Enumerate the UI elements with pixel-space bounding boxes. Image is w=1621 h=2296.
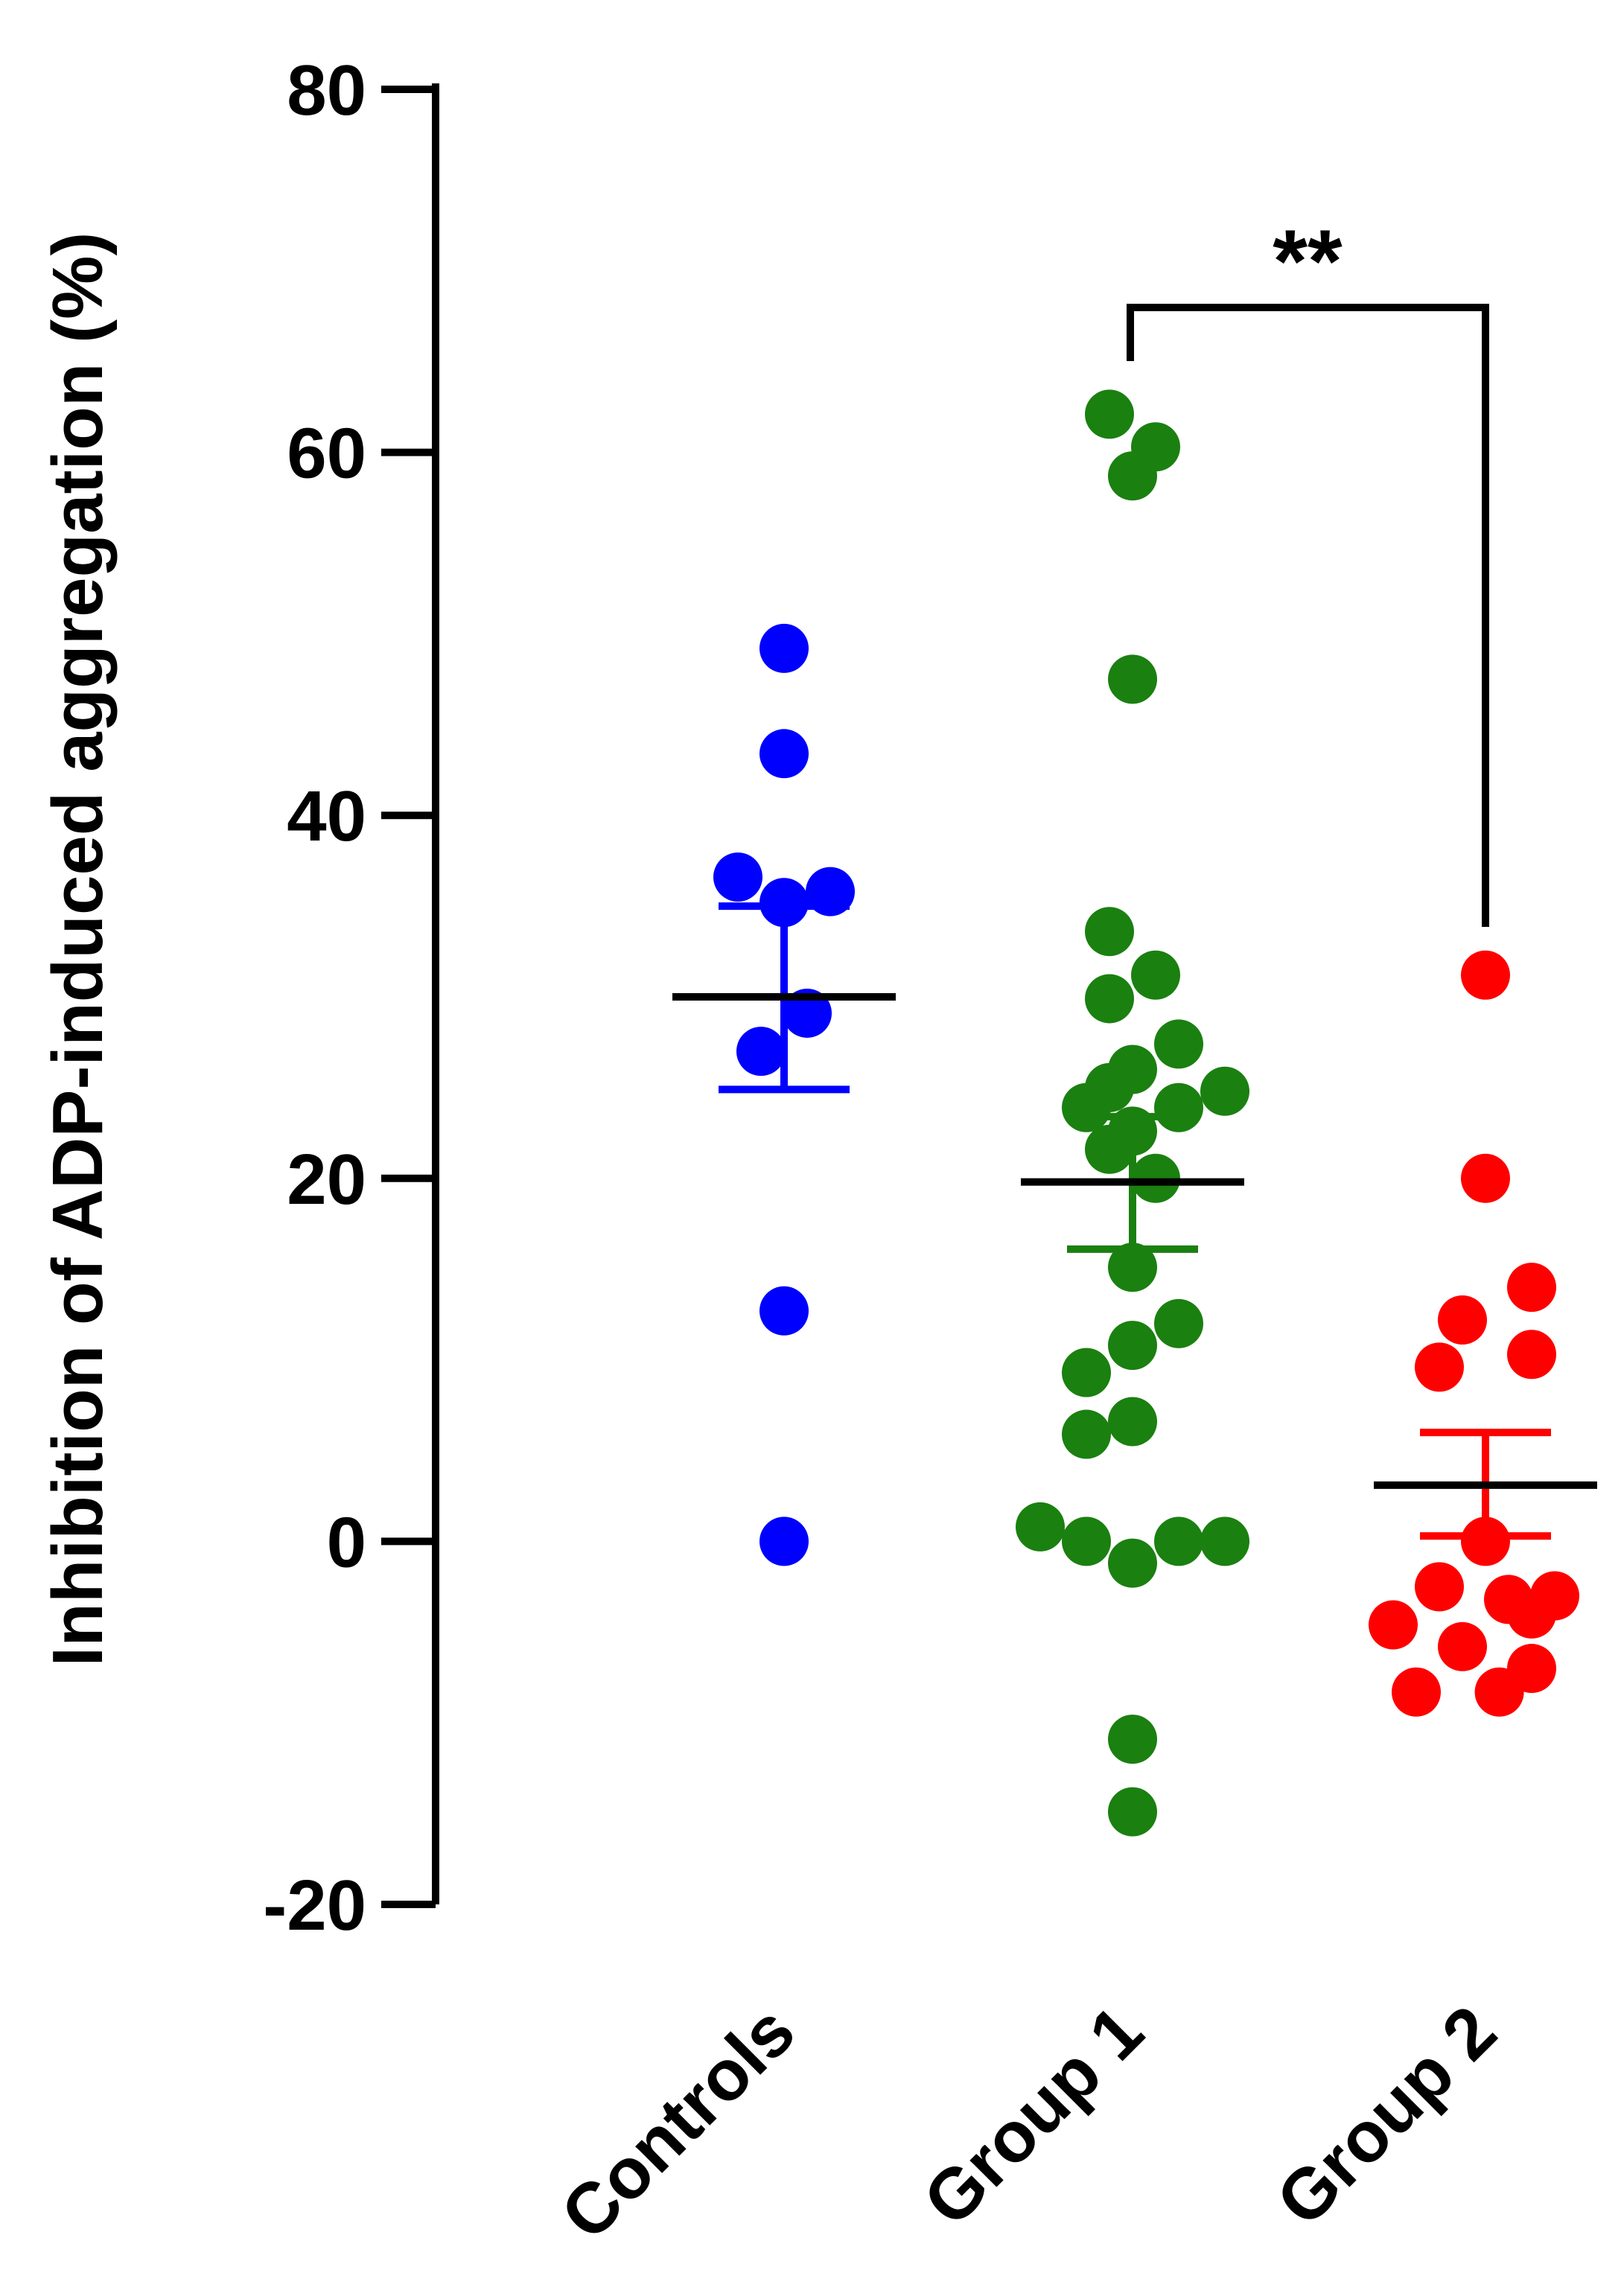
data-point (1200, 1517, 1249, 1566)
data-point (1108, 1397, 1157, 1447)
data-point (1108, 1715, 1157, 1764)
data-point (1415, 1342, 1464, 1392)
data-point (759, 1286, 809, 1336)
significance-label: ** (1273, 211, 1343, 311)
data-point (1085, 907, 1134, 957)
data-point (1507, 1330, 1556, 1380)
data-point (1507, 1263, 1556, 1313)
data-point (1062, 1082, 1111, 1132)
data-point (1108, 654, 1157, 704)
data-point (1438, 1295, 1487, 1345)
data-point (1154, 1517, 1203, 1566)
data-point (1016, 1502, 1065, 1552)
y-ticks: -20 0 20 40 60 80 (263, 51, 436, 1945)
data-point (1062, 1348, 1111, 1397)
data-point (783, 988, 832, 1038)
data-point (1131, 950, 1180, 1000)
data-point (1085, 974, 1134, 1024)
x-tick-labels: Controls Group 1 Group 2 (546, 1991, 1512, 2255)
data-point (1108, 451, 1157, 501)
data-point (759, 1517, 809, 1566)
data-point (1507, 1589, 1556, 1639)
significance-bracket: ** (1127, 211, 1489, 927)
y-axis-label: Inhibition of ADP-induced aggregation (%… (38, 232, 118, 1667)
data-point (713, 852, 762, 902)
y-tick-label: 80 (287, 51, 366, 130)
data-point (1461, 950, 1510, 1000)
x-tick-label: Group 1 (908, 1991, 1159, 2241)
y-tick-label: 60 (287, 414, 366, 494)
data-point (1085, 389, 1134, 439)
data-point (1474, 1667, 1524, 1717)
data-point (1108, 1243, 1157, 1292)
y-axis: -20 0 20 40 60 80 (263, 51, 439, 1945)
data-point (736, 1027, 786, 1077)
data-point (759, 623, 809, 673)
data-point (1085, 1124, 1134, 1174)
data-point (759, 878, 809, 928)
data-point (1154, 1082, 1203, 1132)
data-point (1200, 1066, 1249, 1116)
x-tick-label: Controls (546, 1991, 810, 2255)
mean-lines (672, 993, 1597, 1489)
y-tick-label: 40 (287, 777, 366, 856)
data-point (1369, 1600, 1418, 1650)
data-point (1108, 1538, 1157, 1588)
data-point (1461, 1153, 1510, 1203)
data-point (1108, 1787, 1157, 1837)
data-point (1461, 1517, 1510, 1566)
data-point (806, 867, 855, 916)
data-point (1154, 1019, 1203, 1069)
data-point (1154, 1298, 1203, 1348)
data-point (1062, 1517, 1111, 1566)
bracket-line (1127, 304, 1489, 927)
y-tick-label: 0 (327, 1502, 366, 1582)
data-point (1415, 1562, 1464, 1612)
data-point (1392, 1667, 1441, 1717)
data-point (1438, 1621, 1487, 1671)
data-point (1062, 1409, 1111, 1459)
data-point (1108, 1321, 1157, 1371)
data-point (759, 729, 809, 779)
x-tick-label: Group 2 (1261, 1991, 1512, 2241)
y-tick-label: 20 (287, 1140, 366, 1219)
y-tick-label: -20 (263, 1866, 366, 1945)
data-points (713, 389, 1579, 1837)
